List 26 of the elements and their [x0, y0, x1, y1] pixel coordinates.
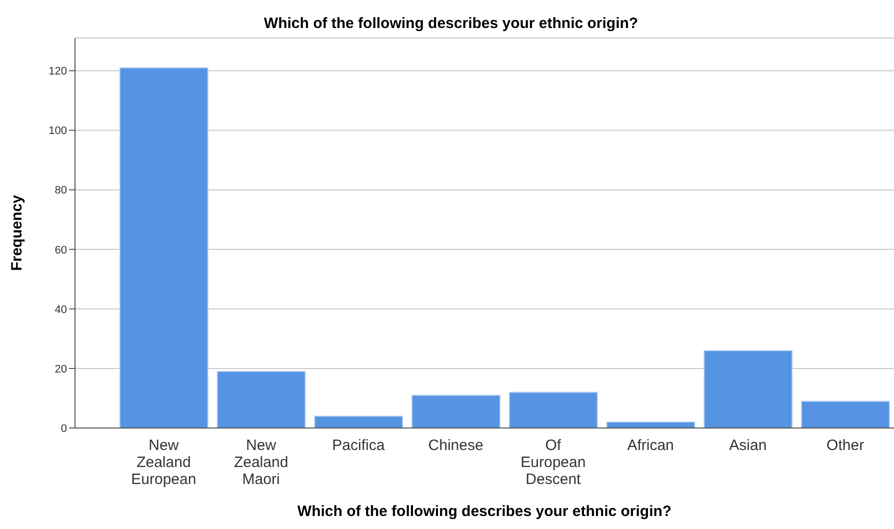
chart-title: Which of the following describes your ethnic origin? — [264, 15, 638, 32]
x-tick-label: Other — [826, 437, 864, 454]
x-axis-title: Which of the following describes your ethnic origin? — [297, 503, 672, 520]
bar — [119, 67, 208, 428]
bar — [704, 350, 793, 428]
y-tick-label: 120 — [48, 66, 67, 78]
x-tick-label: Of European Descent — [520, 437, 586, 488]
bar — [606, 422, 696, 428]
x-tick-label: Chinese — [428, 437, 484, 454]
y-tick-label: 100 — [48, 125, 67, 138]
y-tick-label: 40 — [54, 304, 67, 316]
bar — [508, 392, 598, 428]
y-tick-label: 20 — [54, 363, 67, 376]
bar — [314, 416, 404, 428]
y-tick-label: 0 — [60, 422, 67, 435]
x-tick-label: Pacifica — [332, 437, 386, 454]
bar — [411, 394, 500, 428]
y-axis-title: Frequency — [8, 194, 26, 271]
y-tick-label: 60 — [54, 244, 67, 256]
x-tick-label: Asian — [729, 437, 767, 454]
x-tick-label: African — [627, 437, 674, 454]
bar — [800, 400, 890, 428]
x-tick-label: New Zealand Maori — [234, 437, 288, 488]
x-tick-label: New Zealand European — [131, 437, 196, 488]
y-tick-label: 80 — [54, 184, 67, 197]
bar — [216, 370, 306, 428]
